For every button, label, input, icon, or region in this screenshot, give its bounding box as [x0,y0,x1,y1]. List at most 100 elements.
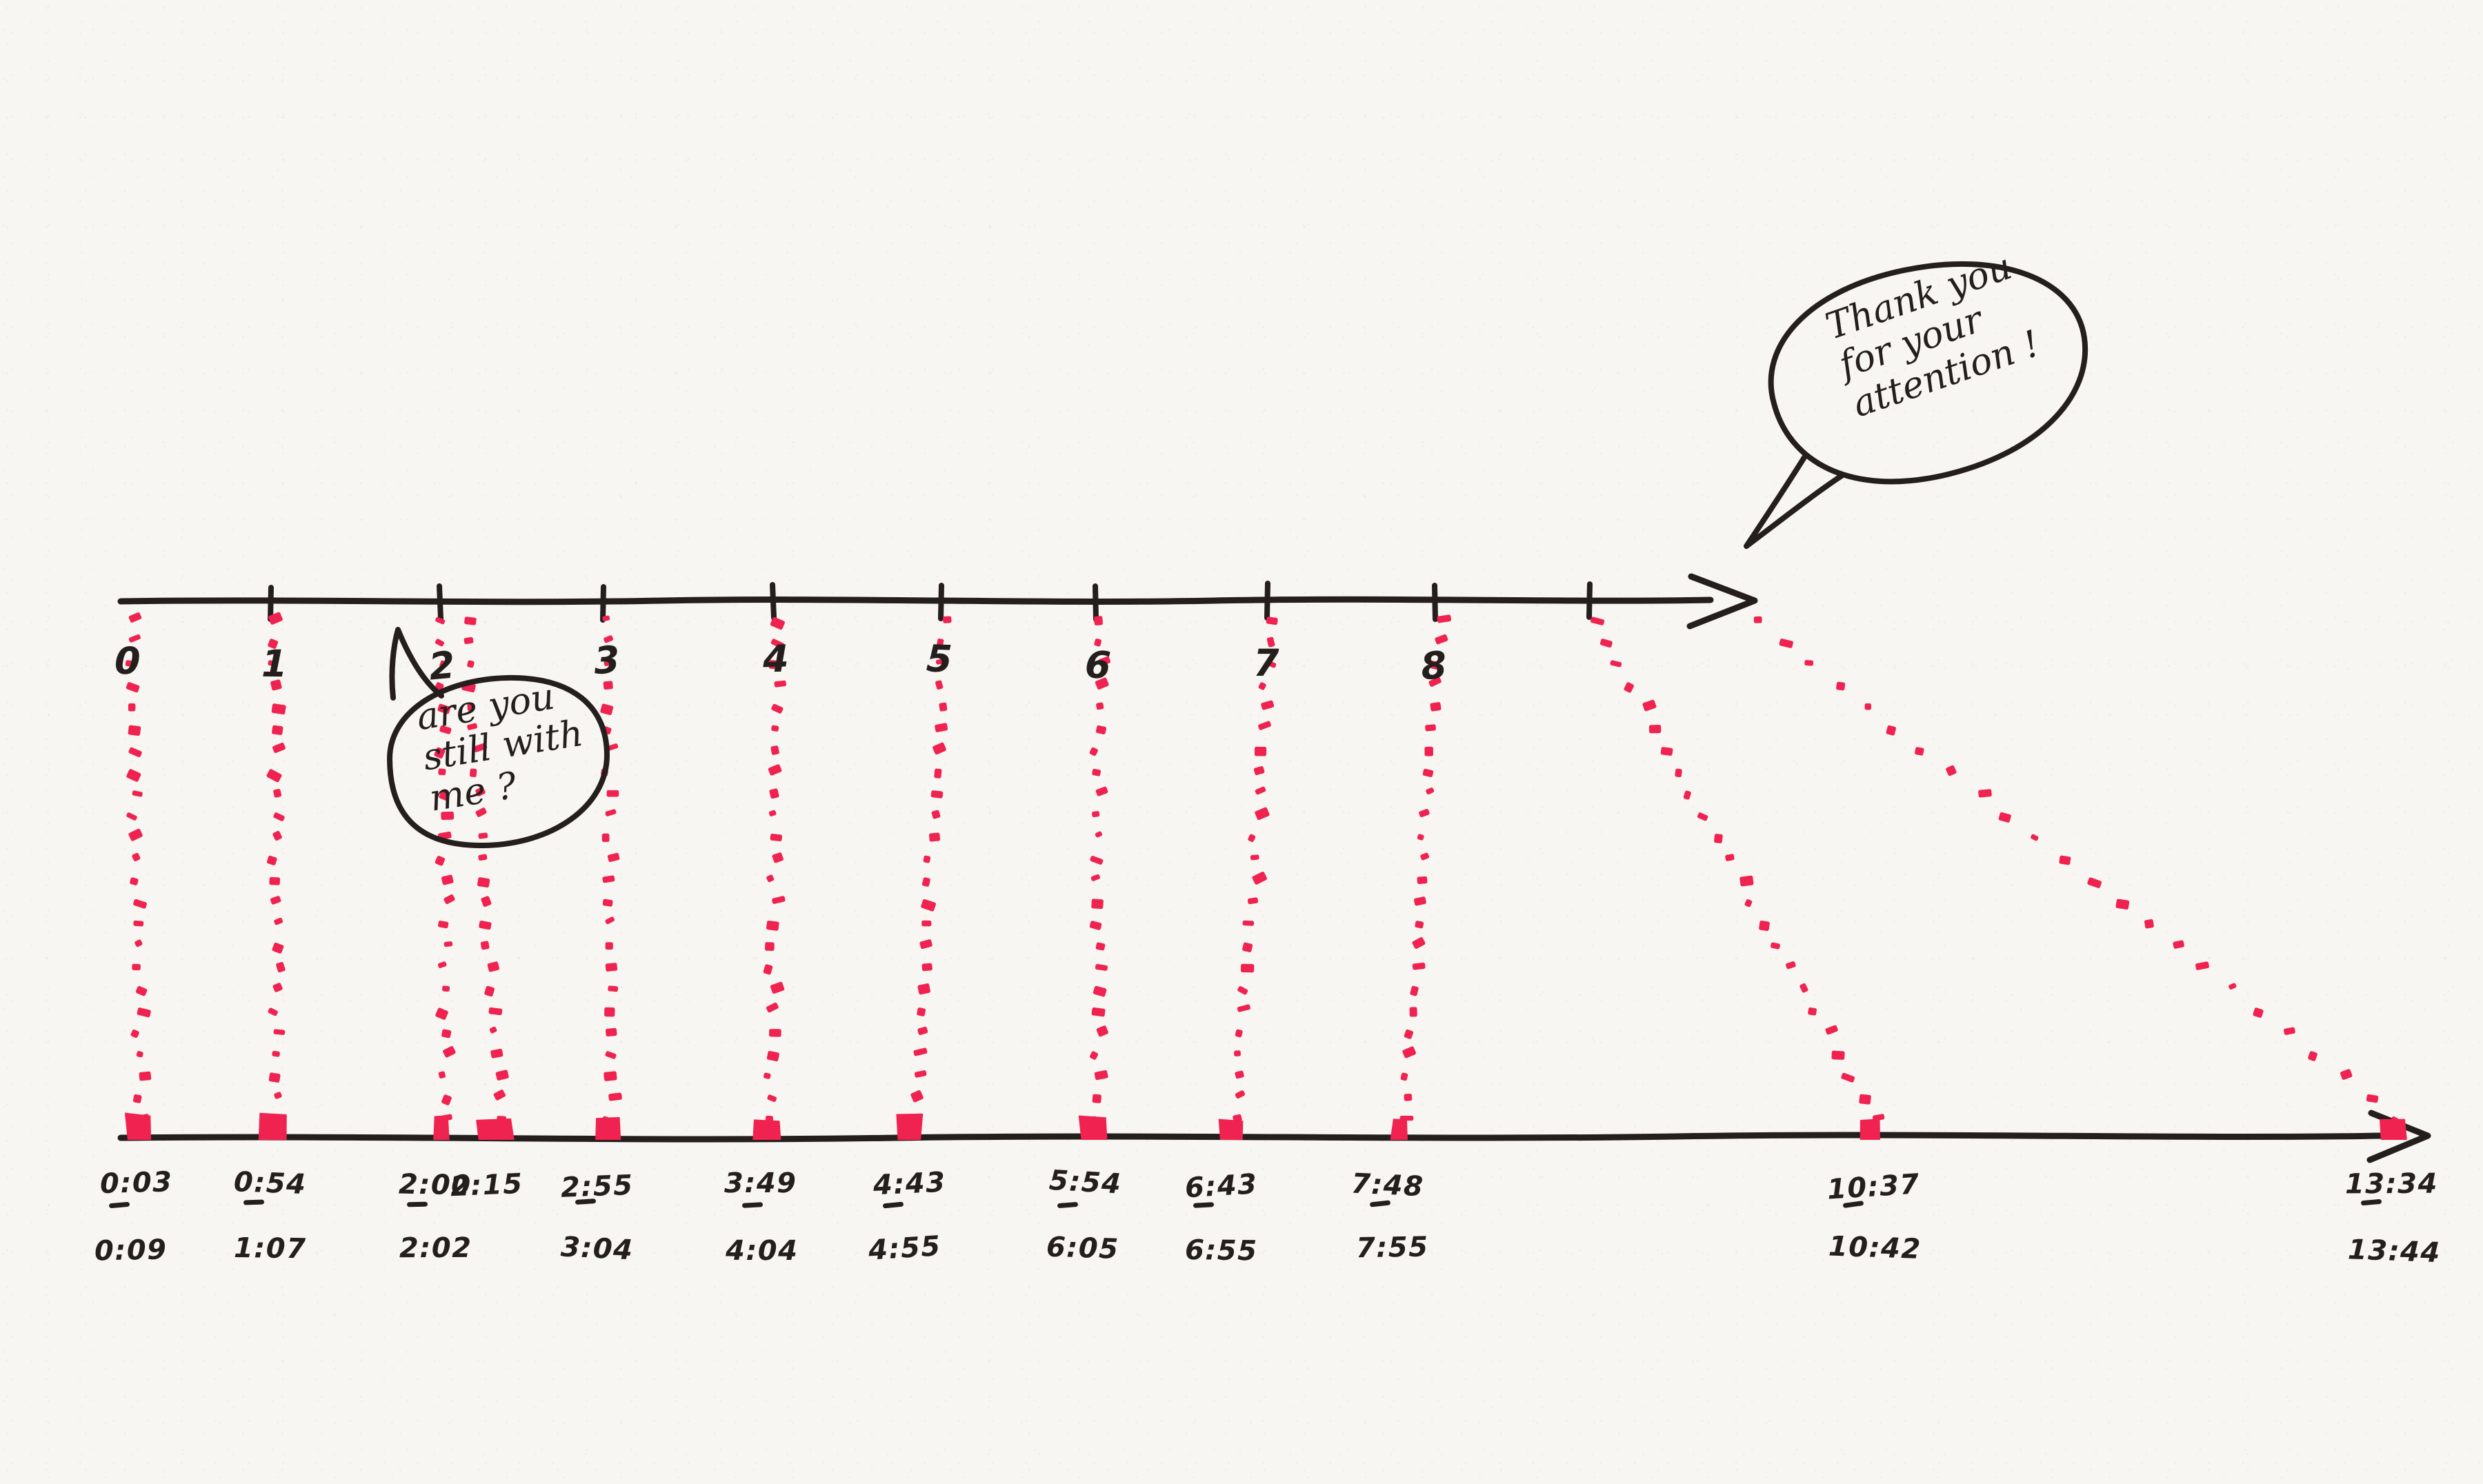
connector-dot [763,964,773,975]
timestamp-line: 3:49 [724,1167,797,1200]
slide-number-3: 3 [592,637,621,683]
timestamp-line: 0:03 [99,1166,174,1201]
timestamp-label-m3: 2:15 [450,1168,555,1203]
connector-dot [464,616,477,625]
connector-dot [1247,897,1259,905]
connector-dot [602,615,610,621]
bubble-right-outline [1768,261,2088,485]
connector-dot [1248,834,1256,843]
connector-dot [268,612,283,625]
connector-dot [439,790,450,801]
connector-dot [935,659,945,665]
connector-dot [484,985,495,997]
connector-dot [443,1045,456,1058]
bubble-left [387,627,610,849]
connector-dot [469,768,477,777]
connector-dot [132,852,141,862]
connector-dot [272,942,284,954]
connector-dot [1808,1007,1817,1016]
connector-dot [132,1094,142,1103]
connector-dot [441,874,454,885]
connector-dot [443,894,455,905]
connector-dot [2087,877,2102,888]
connector-dot [1266,616,1278,625]
connector-dot [770,639,785,649]
connector-dot [1859,1094,1871,1105]
connector-dot [1624,682,1634,693]
connector-dot [1266,636,1275,648]
connector-dot [774,680,786,688]
connector-dot [1417,834,1424,841]
range-dash [883,1201,904,1209]
top-axis [117,573,1758,630]
connector-dot [441,1029,452,1039]
connector-dot [765,1116,773,1124]
connector-dot [1266,660,1277,668]
connector-dot [1744,899,1753,908]
connector-dot [1683,790,1691,800]
connector-dot [441,811,455,820]
timestamp-label-m6: 4:43 4:55 [867,1167,973,1267]
connector-dot [919,939,933,950]
connector-dot [497,1116,507,1123]
connector-dot [602,875,615,883]
connector-dot [1095,725,1107,734]
connector-dot [1237,1004,1250,1012]
timestamp-label-m4: 2:55 3:04 [560,1170,667,1266]
connector-dot [1610,660,1622,668]
connector-dot [495,1070,509,1081]
connector-dot [136,1051,143,1058]
connector-dot [601,833,610,843]
slide-number-2: 2 [427,643,457,689]
connector-dot [766,874,775,883]
bubble-left-label: are you still with me ? [413,675,586,820]
connector-dot [132,963,141,971]
connector-dot [480,941,490,950]
connector-dot [1424,746,1433,756]
connector-dot [1590,616,1605,625]
connector-dot [467,703,475,712]
connector-dot [939,702,948,712]
timestamp-label-m9: 7:48 7:55 [1350,1167,1459,1264]
connector-dot [2144,919,2154,929]
connector-dot [435,1007,448,1020]
connector-dot [270,1116,277,1121]
connector-dot [271,703,286,715]
connector-dot [1094,616,1103,625]
connector-dot [268,1072,281,1083]
highlight-mark-m3 [476,1118,515,1140]
connector-dot [1093,985,1107,997]
connector-dot [490,1048,503,1059]
timestamp-line: 2:55 [560,1169,635,1204]
connector-11 [1753,616,2399,1127]
connector-dot [600,703,614,716]
connector-dot [1253,765,1265,776]
timestamp-line: 0:54 [233,1166,308,1201]
slide-number-7: 7 [1253,641,1279,685]
connector-dot [1804,660,1814,666]
connector-dot [1425,724,1436,732]
top-axis-ticks [268,581,1593,623]
connector-dot [1091,1007,1106,1017]
connector-dot [1417,876,1428,884]
timestamp-line: 6:05 [1045,1231,1119,1265]
connector-dot [1250,854,1259,861]
connector-dot [128,725,141,736]
connector-6 [910,616,952,1123]
connector-dot [268,660,277,667]
connector-7 [1089,616,1111,1125]
connector-dot [128,612,142,623]
timestamp-line: 13:34 [2344,1167,2438,1201]
connector-dot [2059,855,2071,865]
range-dash [1057,1201,1079,1209]
connector-0 [125,612,152,1121]
connector-dot [1799,983,1808,993]
connector-dot [1092,811,1100,818]
connector-dot [1235,1090,1246,1099]
connector-dot [768,764,782,776]
connector-dot [126,682,140,693]
connector-dot [268,639,279,649]
connector-dot [766,920,779,931]
connector-dot [1258,721,1271,730]
